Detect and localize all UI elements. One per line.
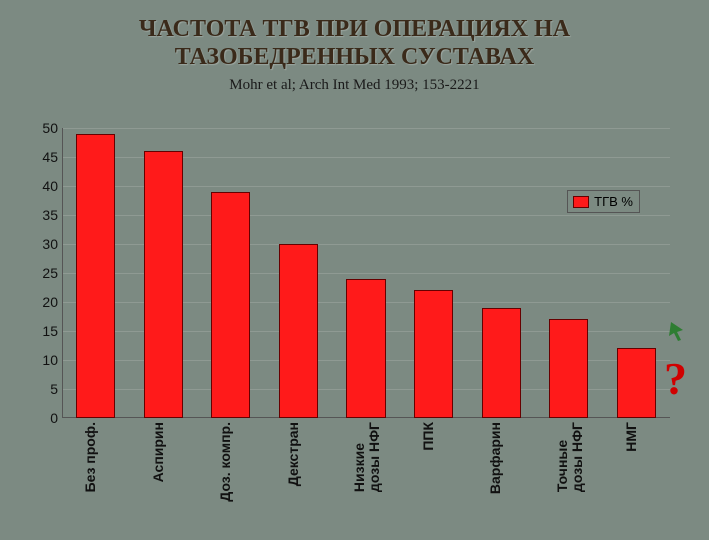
- y-tick-label: 35: [30, 207, 58, 223]
- bar: [144, 151, 183, 418]
- x-tick-label: Низкиедозы НФГ: [352, 418, 381, 492]
- legend-label: ТГВ %: [594, 194, 633, 209]
- x-tick-label: Доз. компр.: [217, 418, 233, 502]
- bar: [279, 244, 318, 418]
- x-tick-label: Декстран: [285, 418, 301, 486]
- legend-swatch: [573, 196, 589, 208]
- y-tick-label: 25: [30, 265, 58, 281]
- question-mark: ?: [664, 352, 687, 405]
- title-line2: ТАЗОБЕДРЕННЫХ СУСТАВАХ: [175, 44, 534, 70]
- x-tick-label: Аспирин: [150, 418, 166, 482]
- y-tick-label: 30: [30, 236, 58, 252]
- y-tick-label: 10: [30, 352, 58, 368]
- bar: [346, 279, 385, 418]
- x-tick-label: ППК: [420, 418, 436, 451]
- arrow-icon: [669, 320, 691, 342]
- subtitle: Mohr et al; Arch Int Med 1993; 153-2221: [0, 77, 709, 94]
- y-tick-label: 15: [30, 323, 58, 339]
- y-tick-label: 50: [30, 120, 58, 136]
- bar: [414, 290, 453, 418]
- bar: [76, 134, 115, 418]
- x-tick-label: Без проф.: [82, 418, 98, 492]
- bar: [549, 319, 588, 418]
- bar: [482, 308, 521, 418]
- y-tick-label: 5: [30, 381, 58, 397]
- y-tick-label: 0: [30, 410, 58, 426]
- title-line1: ЧАСТОТА ТГВ ПРИ ОПЕРАЦИЯХ НА: [139, 16, 570, 42]
- bar: [211, 192, 250, 418]
- chart-area: Без проф.АспиринДоз. компр.ДекстранНизки…: [30, 128, 670, 418]
- y-tick-label: 40: [30, 178, 58, 194]
- y-tick-label: 20: [30, 294, 58, 310]
- legend: ТГВ %: [567, 190, 640, 213]
- x-tick-label: Точныедозы НФГ: [555, 418, 584, 492]
- x-tick-label: Варфарин: [487, 418, 503, 494]
- bars-layer: Без проф.АспиринДоз. компр.ДекстранНизки…: [62, 128, 670, 418]
- x-tick-label: НМГ: [623, 418, 639, 452]
- bar: [617, 348, 656, 418]
- y-tick-label: 45: [30, 149, 58, 165]
